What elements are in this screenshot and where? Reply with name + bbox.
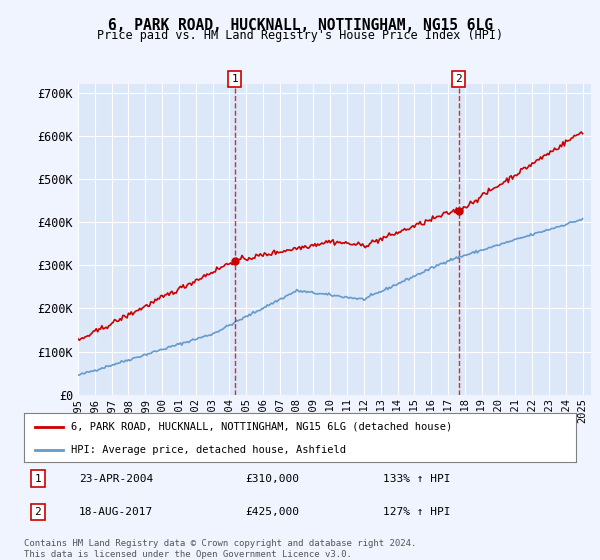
Text: 133% ↑ HPI: 133% ↑ HPI xyxy=(383,474,450,484)
Text: Contains HM Land Registry data © Crown copyright and database right 2024.
This d: Contains HM Land Registry data © Crown c… xyxy=(24,539,416,559)
Text: 1: 1 xyxy=(34,474,41,484)
Text: 18-AUG-2017: 18-AUG-2017 xyxy=(79,507,154,517)
Text: 23-APR-2004: 23-APR-2004 xyxy=(79,474,154,484)
Text: Price paid vs. HM Land Registry's House Price Index (HPI): Price paid vs. HM Land Registry's House … xyxy=(97,29,503,42)
Text: 1: 1 xyxy=(231,74,238,84)
Text: 6, PARK ROAD, HUCKNALL, NOTTINGHAM, NG15 6LG (detached house): 6, PARK ROAD, HUCKNALL, NOTTINGHAM, NG15… xyxy=(71,422,452,432)
Text: 6, PARK ROAD, HUCKNALL, NOTTINGHAM, NG15 6LG: 6, PARK ROAD, HUCKNALL, NOTTINGHAM, NG15… xyxy=(107,18,493,33)
Text: £310,000: £310,000 xyxy=(245,474,299,484)
Text: 2: 2 xyxy=(34,507,41,517)
Text: HPI: Average price, detached house, Ashfield: HPI: Average price, detached house, Ashf… xyxy=(71,445,346,455)
Text: £425,000: £425,000 xyxy=(245,507,299,517)
Text: 2: 2 xyxy=(455,74,462,84)
Text: 127% ↑ HPI: 127% ↑ HPI xyxy=(383,507,450,517)
